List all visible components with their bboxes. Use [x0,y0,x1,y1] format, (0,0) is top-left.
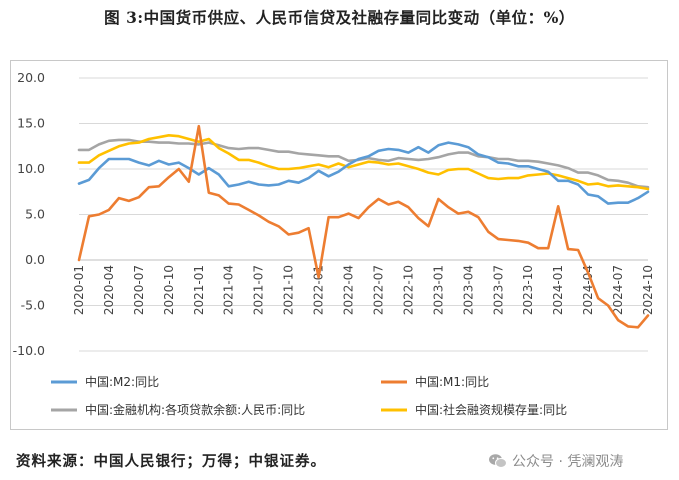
legend-label: 中国:M2:同比 [85,374,159,389]
legend-label: 中国:社会融资规模存量:同比 [415,402,567,417]
x-tick-label: 2022-01 [312,265,326,315]
x-tick-label: 2020-10 [162,265,176,315]
x-tick-label: 2024-07 [611,265,625,315]
series-loans-line [77,138,650,189]
x-tick-label: 2023-04 [461,265,475,315]
x-tick-label: 2024-01 [551,265,565,315]
x-tick-label: 2021-01 [192,265,206,315]
x-tick-label: 2023-07 [491,265,505,315]
x-tick-label: 2022-07 [371,265,385,315]
x-tick-label: 2021-04 [222,265,236,315]
figure-title: 图 3:中国货币供应、人民币信贷及社融存量同比变动（单位：%） [104,8,575,27]
legend-label: 中国:M1:同比 [415,374,489,389]
x-tick-label: 2021-10 [282,265,296,315]
y-tick-label: 20.0 [17,70,45,85]
y-tick-label: -10.0 [13,343,45,358]
x-tick-label: 2020-07 [132,265,146,315]
y-tick-label: 10.0 [17,161,45,176]
y-tick-label: 15.0 [17,116,45,131]
watermark: 公众号 · 凭澜观涛 [488,451,623,471]
wechat-icon [488,453,508,469]
x-tick-label: 2020-01 [72,265,86,315]
x-tick-label: 2020-04 [102,265,116,315]
watermark-text: 公众号 · 凭澜观涛 [512,454,624,470]
x-tick-label: 2023-10 [521,265,535,315]
series-tsf-line [77,134,650,191]
x-tick-label: 2022-10 [401,265,415,315]
series-m1-line [77,124,650,329]
x-tick-label: 2021-07 [252,265,266,315]
x-tick-label: 2023-01 [431,265,445,315]
y-tick-label: 0.0 [25,252,45,267]
chart-frame: 20.0 15.0 10.0 5.0 0.0 -5.0 -10.0 2020-01 2020-0… [10,60,668,430]
x-tick-label: 2024-10 [641,265,655,315]
source-note: 资料来源：中国人民银行；万得；中银证券。 [16,453,326,470]
y-tick-label: 5.0 [25,207,45,222]
x-tick-label: 2024-04 [581,265,595,315]
series-m2-line [77,141,650,205]
x-tick-label: 2022-04 [342,265,356,315]
line-chart: 20.0 15.0 10.0 5.0 0.0 -5.0 -10.0 2020-01 2020-0… [13,70,655,417]
y-tick-label: -5.0 [21,298,45,313]
legend-label: 中国:金融机构:各项贷款余额:人民币:同比 [85,402,305,417]
